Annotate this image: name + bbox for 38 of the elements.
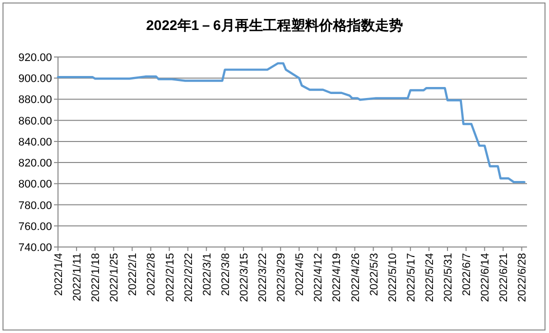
line-series: [56, 62, 526, 184]
x-tick-label: 2022/1/11: [72, 253, 84, 302]
y-tick-label: 860.00: [18, 115, 52, 128]
x-tick-label: 2022/6/7: [461, 253, 474, 296]
x-tick-label: 2022/3/15: [238, 253, 250, 302]
y-tick-label: 840.00: [18, 136, 52, 148]
y-tick-label: 760.00: [18, 220, 52, 233]
y-tick-label: 920.00: [18, 52, 52, 64]
x-tick-label: 2022/5/10: [386, 253, 399, 302]
x-tick-label: 2022/6/28: [516, 253, 529, 302]
x-tick-label: 2022/1/18: [90, 253, 102, 302]
x-tick-label: 2022/5/3: [368, 253, 380, 296]
x-tick-label: 2022/3/29: [276, 253, 288, 302]
x-tick-label: 2022/3/8: [220, 253, 232, 296]
y-tick-label: 740.00: [18, 242, 52, 254]
x-tick-label: 2022/4/26: [350, 253, 362, 302]
x-tick-label: 2022/5/17: [405, 253, 418, 302]
y-tick-label: 800.00: [18, 178, 52, 191]
x-tick-label: 2022/3/22: [257, 253, 270, 302]
x-tick-label: 2022/4/5: [294, 253, 306, 296]
chart-title: 2022年1－6月再生工程塑料价格指数走势: [146, 17, 403, 33]
x-tick-label: 2022/2/8: [146, 253, 158, 296]
y-tick-label: 780.00: [18, 200, 52, 212]
x-tick-label: 2022/3/1: [201, 253, 214, 296]
x-tick-label: 2022/6/21: [498, 253, 510, 302]
x-tick-label: 2022/1/25: [108, 253, 121, 302]
x-tick-label: 2022/5/24: [424, 253, 436, 302]
x-tick-label: 2022/2/1: [127, 253, 140, 296]
x-tick-label: 2022/2/15: [164, 253, 176, 302]
y-tick-label: 820.00: [18, 158, 52, 170]
x-tick-label: 2022/6/14: [480, 253, 492, 302]
x-tick-label: 2022/5/31: [442, 253, 455, 302]
y-tick-label: 880.00: [18, 94, 52, 106]
x-tick-label: 2022/4/19: [331, 253, 344, 302]
x-tick-label: 2022/4/12: [312, 253, 325, 302]
x-tick-label: 2022/1/4: [53, 253, 65, 296]
x-tick-label: 2022/2/22: [182, 253, 195, 302]
y-tick-label: 900.00: [18, 73, 52, 86]
